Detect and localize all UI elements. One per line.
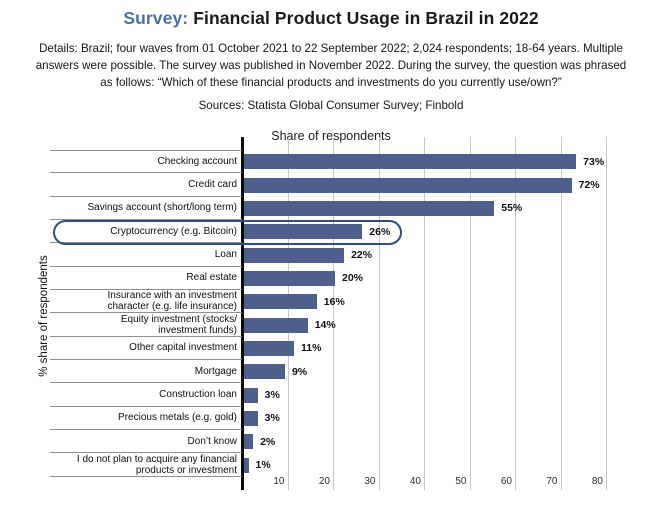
bar xyxy=(244,364,285,380)
sources-line: Sources: Statista Global Consumer Survey… xyxy=(198,99,464,112)
bar xyxy=(244,270,335,286)
category-label: Checking account xyxy=(50,150,242,174)
category-label: Credit card xyxy=(50,173,242,197)
x-tick-label: 40 xyxy=(409,476,421,487)
x-tick-label: 30 xyxy=(364,476,376,487)
category-label: Loan xyxy=(50,243,242,267)
category-label: Construction loan xyxy=(50,383,242,407)
gridline xyxy=(424,137,425,490)
x-tick-label: 60 xyxy=(500,476,512,487)
category-label: Other capital investment xyxy=(50,337,242,361)
x-tick-label: 80 xyxy=(591,476,603,487)
value-label: 11% xyxy=(301,342,322,355)
x-tick-label: 20 xyxy=(318,476,330,487)
page-title: Survey: Financial Product Usage in Brazi… xyxy=(0,8,662,29)
category-label: Savings account (short/long term) xyxy=(50,197,242,221)
y-axis-line xyxy=(241,137,244,490)
value-label: 26% xyxy=(369,225,391,238)
details-line-2: answers were possible. The survey was pu… xyxy=(35,59,627,72)
gridline xyxy=(606,137,607,490)
gridline xyxy=(287,137,289,490)
bar xyxy=(244,247,345,263)
bar xyxy=(244,387,258,403)
value-label: 2% xyxy=(260,435,276,448)
value-label: 16% xyxy=(323,295,345,308)
value-label: 55% xyxy=(501,202,523,215)
category-label: Insurance with an investment character (… xyxy=(50,290,242,314)
value-label: 3% xyxy=(264,389,280,402)
bar xyxy=(244,317,308,333)
plot-area: 10 20 30 40 50 60 70 80 73% 72% 55% 26% 22% 20% 16% 14%… xyxy=(242,137,662,490)
page-title-prefix: Survey: xyxy=(123,8,189,28)
gridline xyxy=(378,137,380,490)
x-tick-label: 10 xyxy=(273,476,285,487)
value-label: 72% xyxy=(578,178,600,191)
value-label: 14% xyxy=(314,318,336,331)
details-line-3: as follows: “Which of these financial pr… xyxy=(100,76,562,89)
value-label: 73% xyxy=(583,155,605,168)
details-line-1: Details: Brazil; four waves from 01 Octo… xyxy=(39,42,623,55)
gridline xyxy=(469,137,471,490)
chart-title: Share of respondents xyxy=(271,129,391,143)
bar xyxy=(244,341,295,357)
gridline xyxy=(560,137,562,490)
gridline xyxy=(333,137,334,490)
category-label: I do not plan to acquire any financial p… xyxy=(50,453,242,477)
value-label: 22% xyxy=(351,248,373,261)
bar xyxy=(244,294,317,310)
value-label: 9% xyxy=(291,365,308,378)
bar xyxy=(244,411,258,427)
bar xyxy=(244,154,577,170)
bar xyxy=(244,200,495,216)
page-title-rest: Financial Product Usage in Brazil in 202… xyxy=(188,8,539,28)
gridline xyxy=(515,137,516,490)
category-label: Precious metals (e.g. gold) xyxy=(50,407,242,431)
bar xyxy=(244,434,254,450)
value-label: 3% xyxy=(264,412,280,425)
category-label: Equity investment (stocks/ investment fu… xyxy=(50,313,242,337)
bar xyxy=(244,224,363,240)
x-tick-label: 70 xyxy=(546,476,558,487)
bar xyxy=(244,457,249,473)
value-label: 20% xyxy=(342,272,364,285)
category-label: Cryptocurrency (e.g. Bitcoin) xyxy=(50,220,242,244)
category-labels: Checking account Credit card Savings accou… xyxy=(50,150,242,477)
y-axis-label: % share of respondents xyxy=(38,255,50,377)
category-label: Real estate xyxy=(50,267,242,291)
survey-details: Details: Brazil; four waves from 01 Octo… xyxy=(0,40,662,91)
category-label: Mortgage xyxy=(50,360,242,384)
value-label: 1% xyxy=(255,459,271,472)
category-label: Don’t know xyxy=(50,430,242,454)
bar xyxy=(244,177,572,193)
x-tick-label: 50 xyxy=(455,476,467,487)
